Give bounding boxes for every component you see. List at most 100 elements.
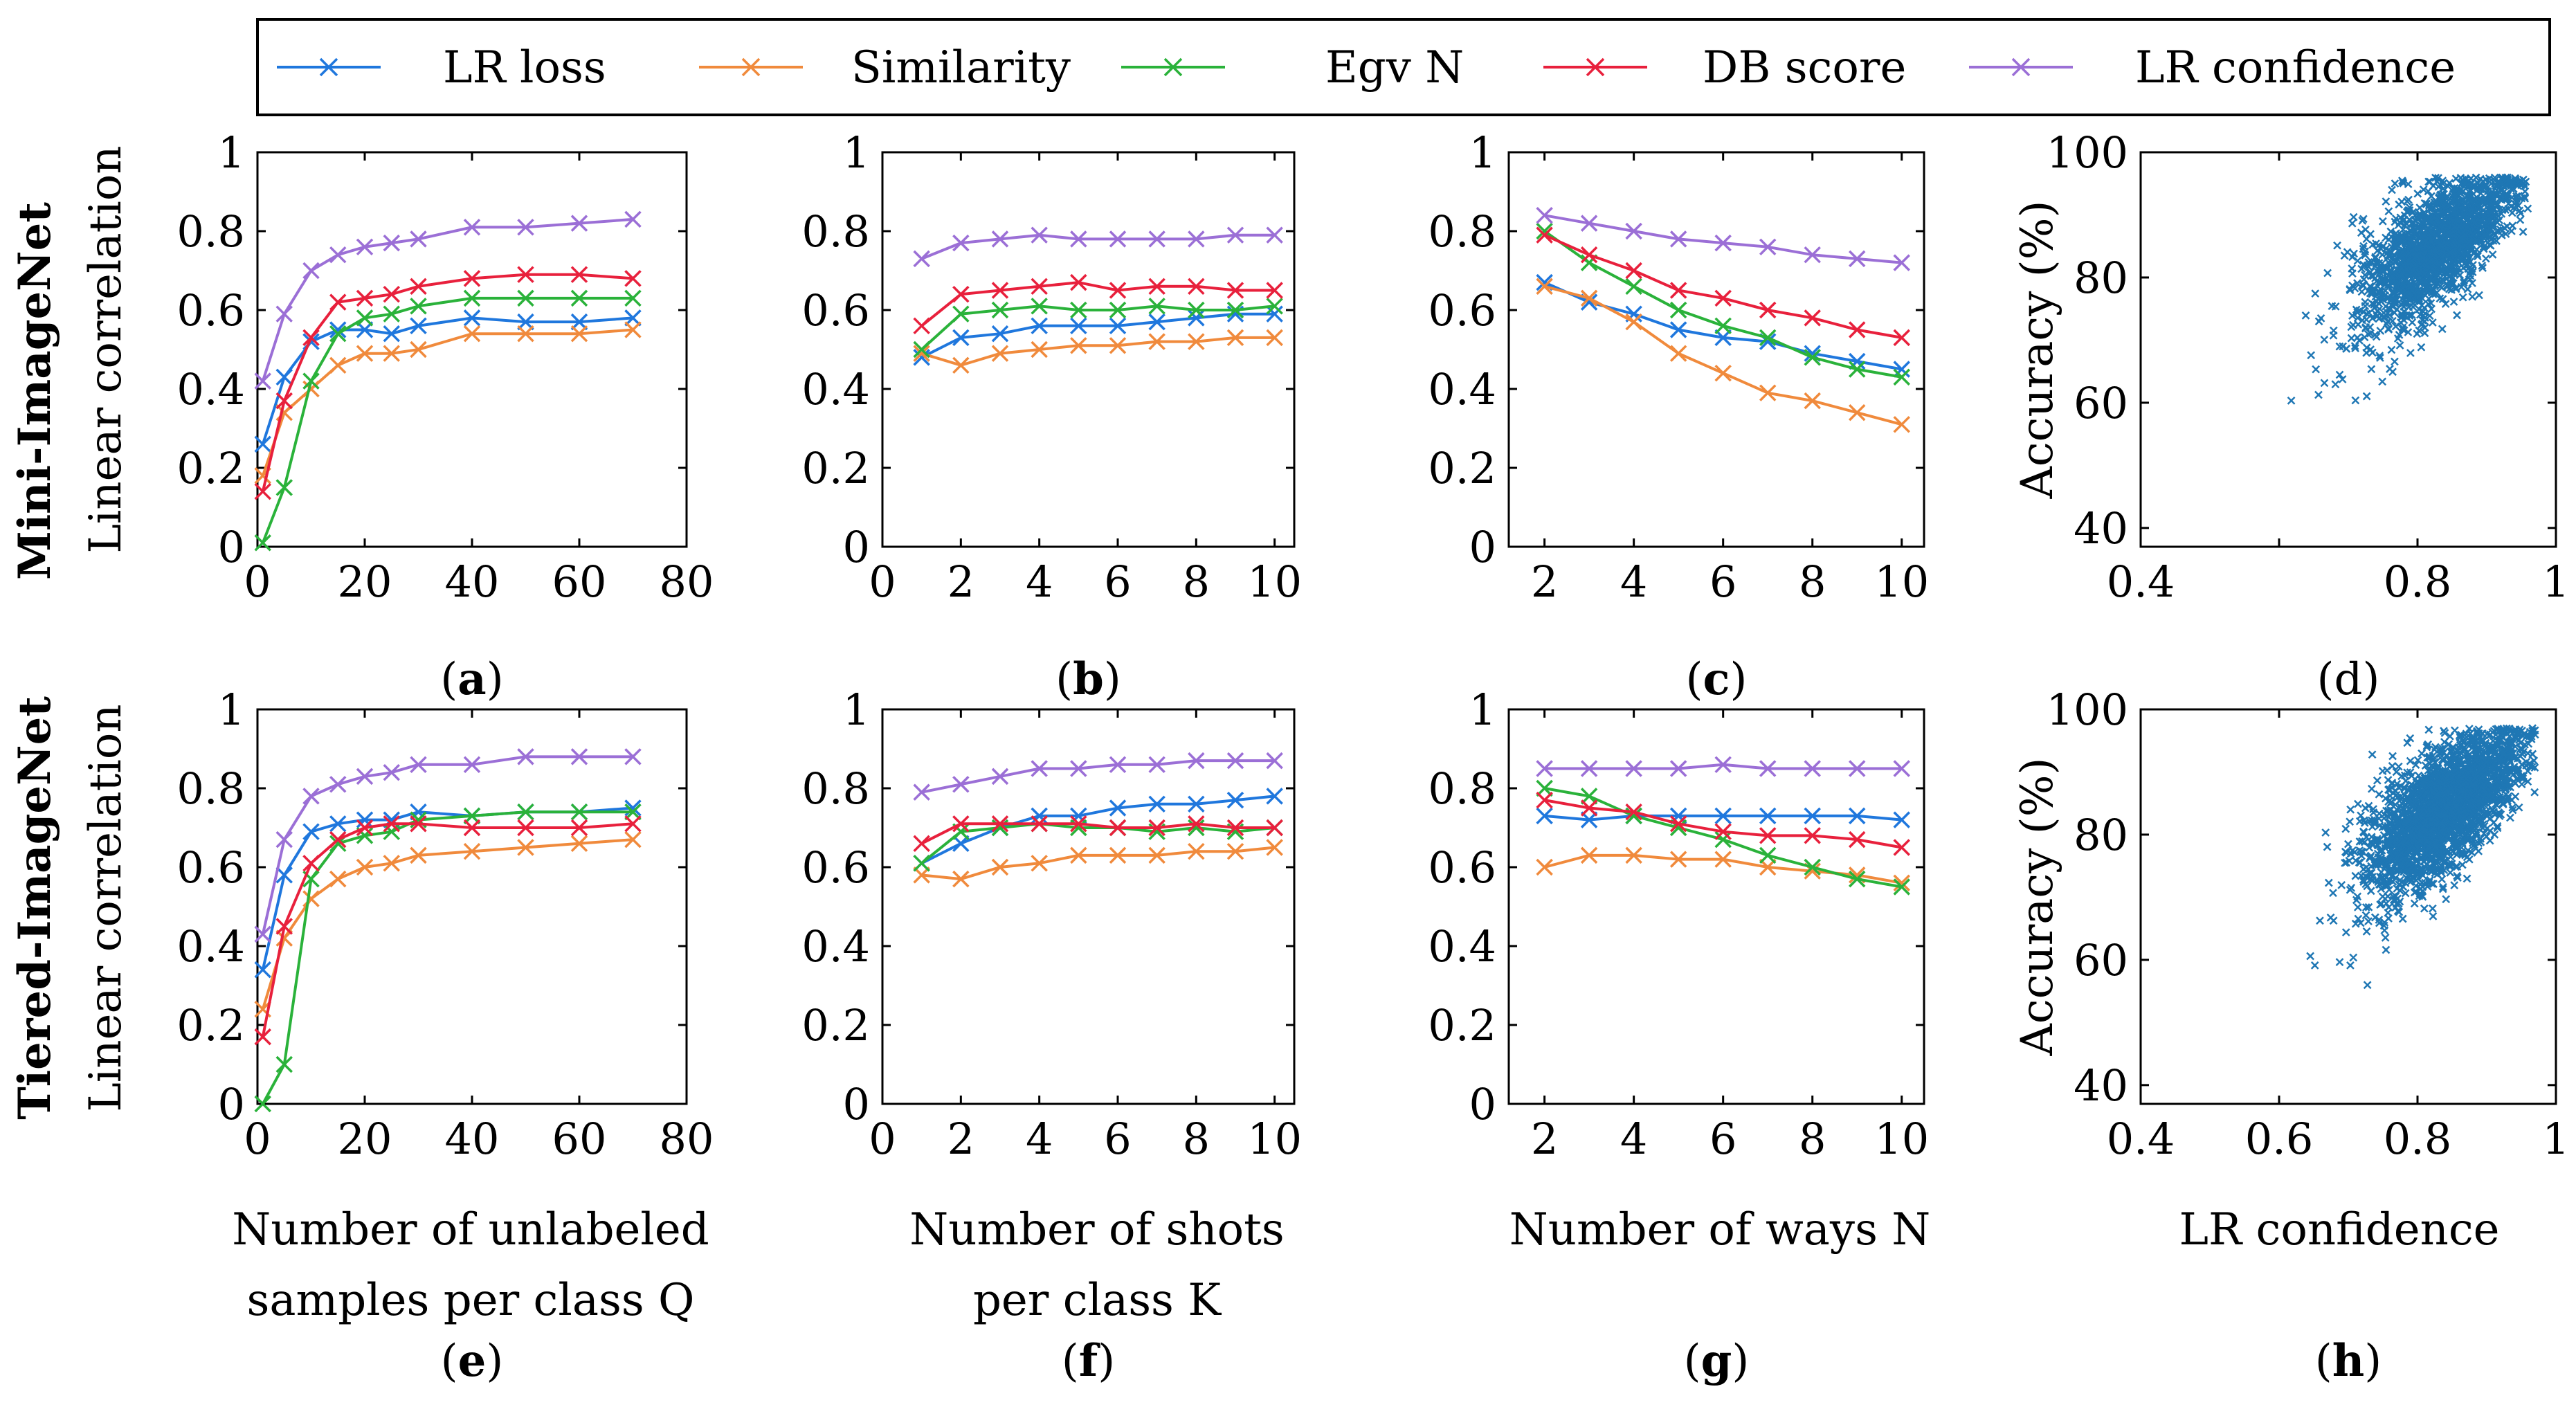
data-point (1893, 368, 1910, 386)
scatter-point (2366, 875, 2375, 884)
data-point (1031, 278, 1048, 296)
scatter-point (2384, 325, 2393, 334)
scatter-point (2406, 734, 2415, 743)
scatter-point (2388, 752, 2397, 761)
panel-caption: (f) (1062, 1335, 1115, 1387)
scatter-point (2470, 843, 2479, 851)
scatter-point (2381, 933, 2390, 942)
data-point (991, 301, 1009, 319)
scatter-point (2477, 736, 2486, 745)
scatter-point (2338, 375, 2347, 383)
scatter-point (2397, 176, 2406, 185)
x-tick-label: 4 (1620, 556, 1647, 607)
plot-frame (2139, 151, 2557, 548)
data-point (463, 325, 481, 343)
scatter-point (2507, 193, 2516, 202)
data-point (383, 325, 400, 343)
y-tick-label: 0.8 (801, 206, 870, 257)
legend-marker (741, 57, 761, 77)
x-tick-label: 8 (1799, 1114, 1826, 1164)
data-point (356, 811, 374, 828)
data-point (1714, 851, 1732, 868)
scatter-point (2415, 786, 2424, 794)
data-point (1714, 756, 1732, 774)
scatter-point (2359, 827, 2368, 836)
scatter-point (2348, 264, 2357, 273)
scatter-point (2368, 784, 2376, 793)
scatter-point (2368, 348, 2377, 357)
data-point (410, 815, 427, 833)
data-point (1031, 341, 1048, 358)
scatter-point (2461, 258, 2470, 267)
scatter-point (2391, 179, 2400, 188)
scatter-point (2426, 759, 2435, 768)
scatter-point (2502, 724, 2511, 733)
scatter-point (2450, 881, 2459, 889)
scatter-point (2412, 857, 2420, 866)
scatter-point (2523, 204, 2532, 213)
data-point (254, 1095, 271, 1113)
scatter-point (2507, 202, 2516, 211)
series-line (261, 838, 633, 1010)
scatter-point (2431, 800, 2439, 809)
scatter-point (2388, 185, 2396, 194)
scatter-point (2361, 903, 2370, 911)
scatter-point (2384, 786, 2393, 795)
x-tick-label: 6 (1709, 1114, 1736, 1164)
scatter-point (2473, 210, 2482, 219)
scatter-point (2426, 853, 2435, 862)
scatter-point (2404, 180, 2413, 188)
y-tick-label: 0.8 (176, 763, 245, 814)
scatter-point (2348, 281, 2357, 290)
scatter-point (2429, 911, 2438, 920)
scatter-point (2404, 860, 2413, 869)
panel-b: 00.20.40.60.810 2 4 6 8 10(b) (801, 127, 1302, 705)
data-point (329, 325, 347, 343)
data-point (1109, 337, 1127, 354)
scatter-point (2346, 805, 2355, 814)
scatter-point (2287, 397, 2296, 405)
data-point (302, 788, 320, 805)
scatter-point (2376, 354, 2384, 362)
y-tick-label: 0.4 (1428, 921, 1496, 972)
y-tick-label: 0 (843, 522, 870, 572)
series-lr-confidence (254, 210, 642, 390)
scatter-points (2287, 173, 2532, 405)
scatter-point (2460, 210, 2469, 219)
scatter-point (2429, 257, 2438, 266)
scatter-point (2362, 392, 2371, 401)
xlabel-col2-line2: per class K (973, 1275, 1222, 1326)
data-point (1580, 799, 1598, 817)
scatter-point (2335, 370, 2344, 379)
scatter-point (2446, 784, 2455, 792)
scatter-point (2456, 830, 2465, 838)
scatter-point (2353, 314, 2362, 323)
scatter-point (2492, 217, 2501, 226)
panel-c: 0 0.2 0.4 0.6 0.8 1 2 4 6 8 10 (c) (1428, 127, 1929, 705)
scatter-point (2386, 786, 2395, 795)
scatter-point (2447, 279, 2456, 288)
data-point (1848, 760, 1866, 777)
x-tick-label: 0.4 (2107, 1114, 2175, 1164)
data-point (1148, 795, 1165, 813)
scatter-point (2391, 800, 2400, 809)
data-point (275, 830, 293, 848)
scatter-point (2445, 254, 2454, 263)
data-point (570, 289, 588, 307)
data-point (1580, 289, 1598, 307)
y-tick-label: 0.2 (801, 443, 870, 493)
y-tick-label: 0.4 (801, 364, 870, 415)
scatter-point (2397, 197, 2406, 206)
scatter-point (2350, 342, 2359, 350)
data-point (1266, 226, 1283, 244)
data-point (991, 325, 1009, 343)
scatter-point (2420, 904, 2429, 913)
data-point (1070, 317, 1087, 335)
scatter-point (2393, 817, 2402, 826)
series-line (920, 233, 1275, 260)
scatter-point (2522, 732, 2531, 741)
scatter-point (2417, 846, 2426, 854)
scatter-point (2481, 254, 2490, 263)
scatter-point (2381, 287, 2390, 296)
data-point (410, 298, 427, 315)
